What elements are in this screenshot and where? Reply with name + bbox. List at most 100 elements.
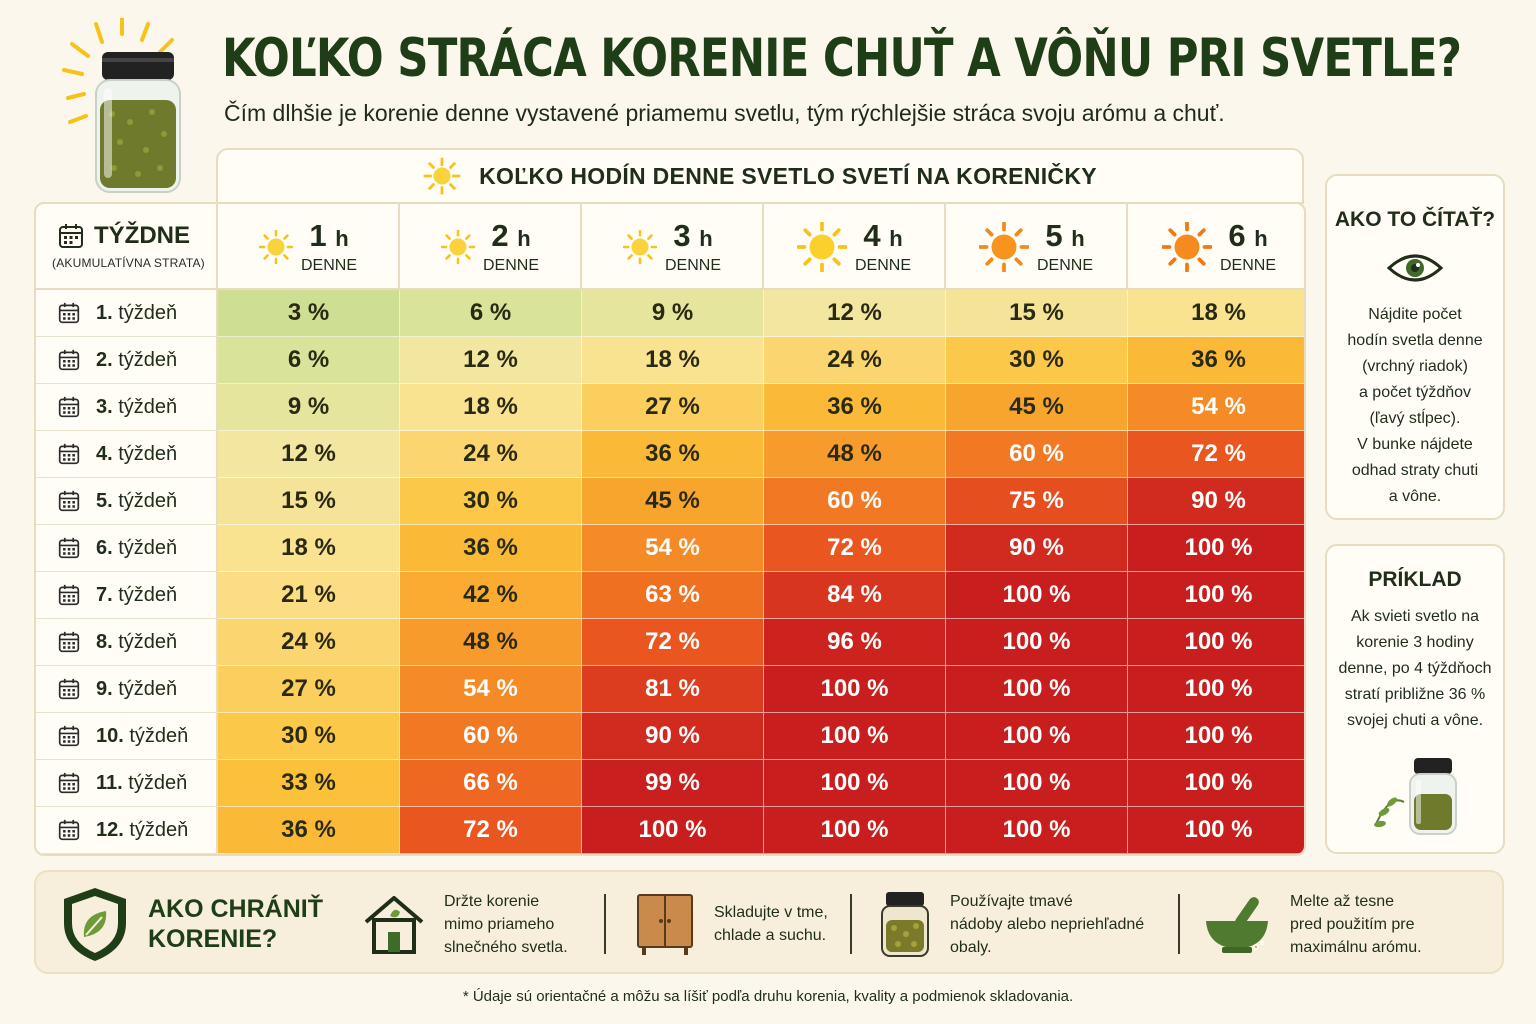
hours-label: DENNE (482, 256, 539, 274)
loss-cell: 60 % (946, 431, 1128, 478)
text-line: pred použitím pre (1290, 915, 1415, 933)
loss-cell: 45 % (946, 384, 1128, 431)
hours-column-header: 4 h DENNE (764, 204, 946, 290)
calendar-icon (58, 302, 80, 324)
text-line: (ľavý stĺpec). (1369, 410, 1461, 427)
loss-cell: 72 % (400, 807, 582, 854)
hours-label: DENNE (300, 256, 357, 274)
sun-icon (440, 230, 475, 264)
text-line: a vône. (1388, 488, 1442, 505)
calendar-icon (58, 772, 80, 794)
hours-column-header: 2 h DENNE (400, 204, 582, 290)
sun-icon (978, 222, 1029, 272)
hours-unit: h (335, 225, 349, 251)
loss-cell: 45 % (582, 478, 764, 525)
week-row-label: 8. týždeň (36, 619, 218, 666)
text-line: Skladujte v tme, (714, 904, 828, 921)
loss-cell: 96 % (764, 619, 946, 666)
text-line: maximálnu arómu. (1290, 938, 1422, 956)
loss-cell: 100 % (582, 807, 764, 854)
loss-cell: 48 % (400, 619, 582, 666)
tip-divider (850, 894, 852, 954)
calendar-icon (58, 819, 80, 841)
tip-dark-storage: Skladujte v tme, chlade a suchu. (634, 888, 828, 960)
how-to-read-text: Nájdite počet hodín svetla denne (vrchný r… (1327, 302, 1503, 510)
tip-grind-fresh: Melte až tesne pred použitím pre maximálnu… (1202, 888, 1422, 960)
text-line: mimo priameho (444, 915, 555, 933)
loss-cell: 30 % (218, 713, 400, 760)
weeks-header: TÝŽDNE (AKUMULATÍVNA STRATA) (36, 204, 218, 290)
page-title: KOĽKO STRÁCA KORENIE CHUŤ A VÔŇU PRI SVE… (222, 28, 1462, 89)
weeks-header-sub: (AKUMULATÍVNA STRATA) (52, 256, 205, 270)
text-line: korenie 3 hodiny (1356, 634, 1474, 651)
protection-title-line1: AKO CHRÁNIŤ (148, 895, 323, 923)
loss-cell: 42 % (400, 572, 582, 619)
text-line: V bunke nájdete (1357, 436, 1473, 453)
hours-unit: h (517, 225, 531, 251)
loss-cell: 100 % (946, 619, 1128, 666)
week-row-label: 3. týždeň (36, 384, 218, 431)
text-line: nádoby alebo nepriehľadné (950, 915, 1145, 933)
loss-cell: 36 % (1128, 337, 1304, 384)
jar-with-herbs-icon (1374, 758, 1457, 835)
tip-shade: Držte korenie mimo priameho slnečného svet… (362, 888, 568, 960)
week-row-label: 1. týždeň (36, 290, 218, 337)
loss-cell: 30 % (946, 337, 1128, 384)
tip-grind-fresh-text: Melte až tesne pred použitím pre maximálnu… (1290, 890, 1422, 959)
loss-cell: 36 % (218, 807, 400, 854)
loss-cell: 12 % (400, 337, 582, 384)
loss-cell: 3 % (218, 290, 400, 337)
hours-unit: h (889, 225, 903, 251)
cabinet-icon (637, 894, 693, 955)
loss-cell: 15 % (218, 478, 400, 525)
loss-cell: 18 % (218, 525, 400, 572)
loss-cell: 75 % (946, 478, 1128, 525)
dark-jar-icon (881, 892, 929, 957)
loss-cell: 9 % (218, 384, 400, 431)
loss-cell: 100 % (1128, 525, 1304, 572)
loss-cell: 81 % (582, 666, 764, 713)
week-row-label: 4. týždeň (36, 431, 218, 478)
text-line: svojej chuti a vône. (1346, 712, 1484, 729)
loss-cell: 84 % (764, 572, 946, 619)
week-row-label: 2. týždeň (36, 337, 218, 384)
calendar-icon (58, 537, 80, 559)
loss-cell: 54 % (582, 525, 764, 572)
tip-divider (1178, 894, 1180, 954)
loss-cell: 66 % (400, 760, 582, 807)
sun-icon (796, 222, 847, 272)
loss-cell: 100 % (1128, 713, 1304, 760)
text-line: chlade a suchu. (714, 927, 827, 944)
text-line: hodín svetla denne (1347, 332, 1483, 349)
house-icon (364, 896, 424, 954)
mortar-icon (1206, 897, 1268, 953)
protection-tips: AKO CHRÁNIŤ KORENIE? Držte korenie mimo pr… (34, 870, 1504, 974)
hours-value: 6 (1228, 217, 1246, 253)
hours-banner-label: KOĽKO HODÍN DENNE SVETLO SVETÍ NA KORENI… (479, 162, 1097, 189)
tip-dark-containers: Používajte tmavé nádoby alebo nepriehľadn… (878, 888, 1144, 960)
loss-cell: 100 % (946, 760, 1128, 807)
week-row-label: 11. týždeň (36, 760, 218, 807)
text-line: (vrchný riadok) (1362, 358, 1468, 375)
calendar-icon (58, 490, 80, 512)
text-line: Ak svieti svetlo na (1350, 608, 1480, 625)
loss-cell: 24 % (764, 337, 946, 384)
tip-shade-text: Držte korenie mimo priameho slnečného svet… (444, 890, 568, 959)
sun-icon (622, 230, 657, 264)
loss-cell: 15 % (946, 290, 1128, 337)
loss-cell: 24 % (218, 619, 400, 666)
example-text: Ak svieti svetlo na korenie 3 hodiny denne… (1327, 604, 1503, 734)
shield-leaf-icon (64, 888, 126, 961)
tip-dark-storage-text: Skladujte v tme, chlade a suchu. (714, 901, 828, 947)
hours-label: DENNE (854, 256, 911, 274)
loss-table-wrapper: KOĽKO HODÍN DENNE SVETLO SVETÍ NA KORENI… (34, 148, 1306, 856)
hours-value: 4 (863, 217, 881, 253)
tip-divider (604, 894, 606, 954)
calendar-icon (58, 584, 80, 606)
text-line: Používajte tmavé (950, 892, 1073, 910)
text-line: slnečného svetla. (444, 938, 568, 956)
calendar-icon (58, 396, 80, 418)
hours-label: DENNE (1036, 256, 1093, 274)
sun-icon (423, 157, 461, 195)
hours-unit: h (699, 225, 713, 251)
